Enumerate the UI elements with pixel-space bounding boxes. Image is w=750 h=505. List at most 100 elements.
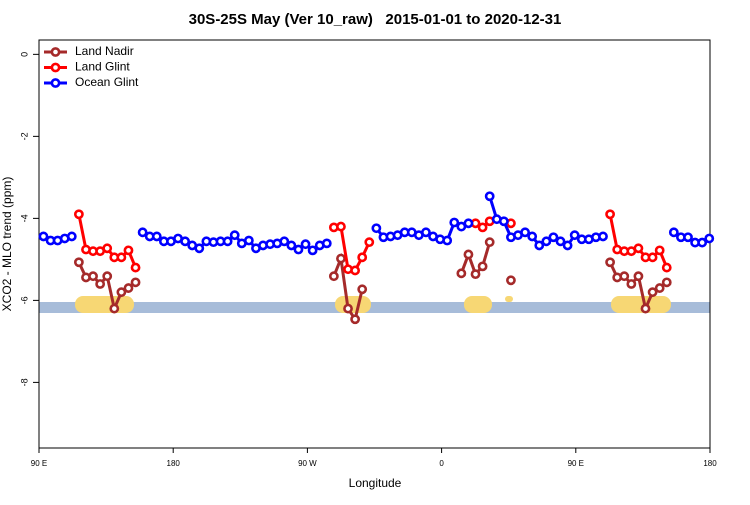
legend-marker — [50, 47, 61, 57]
x-tick-label: 180 — [703, 459, 717, 468]
point — [449, 217, 460, 228]
land-band — [335, 296, 371, 313]
point — [442, 235, 453, 246]
point — [300, 239, 311, 250]
point — [307, 245, 318, 256]
point — [569, 230, 580, 241]
point — [541, 236, 552, 247]
point — [350, 265, 361, 276]
point — [243, 235, 254, 246]
y-tick-label: -8 — [19, 378, 29, 386]
x-tick-label: 0 — [439, 459, 444, 468]
point — [654, 283, 665, 293]
point — [470, 269, 481, 280]
point — [293, 244, 304, 255]
legend-label: Ocean Glint — [75, 75, 139, 89]
point — [548, 232, 559, 243]
y-axis-label: XCO2 - MLO trend (ppm) — [0, 177, 14, 312]
point — [343, 303, 353, 314]
point — [619, 271, 630, 282]
point — [102, 243, 113, 254]
x-tick-label: 90 E — [31, 459, 47, 468]
point — [73, 257, 84, 268]
point — [137, 227, 148, 238]
point — [661, 262, 672, 273]
point — [647, 287, 658, 298]
point — [123, 245, 134, 256]
point — [640, 303, 651, 314]
x-axis-label: Longitude — [349, 476, 402, 490]
y-tick-label: -6 — [19, 296, 29, 304]
point — [130, 262, 141, 273]
y-tick-label: -2 — [19, 132, 29, 140]
point — [562, 240, 573, 251]
point — [38, 231, 49, 242]
point — [421, 227, 431, 238]
plot-frame — [38, 39, 711, 449]
x-tick-label: 180 — [167, 459, 181, 468]
land-band — [505, 296, 513, 302]
point — [130, 277, 141, 288]
surface-band — [39, 302, 710, 313]
point — [633, 271, 644, 282]
point — [697, 237, 708, 248]
point — [102, 271, 113, 282]
legend-marker — [50, 62, 61, 73]
point — [328, 271, 339, 282]
land-band — [75, 296, 134, 313]
point — [350, 314, 361, 325]
point — [463, 249, 474, 260]
point — [534, 240, 545, 251]
point — [647, 252, 658, 263]
point — [95, 279, 106, 289]
land-band — [464, 296, 492, 313]
x-tick-label: 90 E — [568, 459, 584, 468]
x-tick-label: 90 W — [298, 459, 317, 468]
point — [605, 209, 615, 220]
point — [661, 277, 672, 288]
chart-title: 30S-25S May (Ver 10_raw) 2015-01-01 to 2… — [189, 11, 562, 28]
point — [180, 236, 191, 247]
point — [321, 238, 332, 249]
point — [194, 243, 205, 254]
point — [484, 237, 495, 248]
point — [498, 216, 509, 227]
point — [222, 236, 233, 247]
point — [555, 236, 566, 247]
point — [371, 223, 382, 234]
point — [109, 303, 120, 314]
point — [357, 284, 368, 295]
point — [364, 237, 375, 248]
point — [605, 257, 615, 268]
y-tick-label: -4 — [19, 214, 29, 222]
point — [456, 268, 467, 279]
point — [123, 283, 134, 293]
point — [477, 222, 488, 233]
point — [506, 275, 516, 286]
point — [279, 236, 290, 247]
y-tick-label: 0 — [19, 52, 29, 57]
point — [463, 218, 474, 229]
point — [286, 240, 297, 251]
legend-marker — [50, 78, 61, 88]
point — [626, 279, 637, 289]
point — [527, 231, 538, 242]
point — [116, 287, 127, 298]
point — [668, 227, 679, 238]
point — [598, 231, 608, 242]
point — [73, 209, 84, 220]
point — [229, 230, 240, 241]
point — [484, 191, 495, 202]
point — [336, 253, 346, 264]
point — [151, 231, 162, 242]
point — [357, 252, 368, 263]
point — [704, 233, 715, 244]
point — [683, 232, 693, 243]
point — [336, 221, 346, 232]
point — [477, 261, 488, 272]
land-band — [611, 296, 671, 313]
legend-label: Land Glint — [75, 60, 130, 74]
point — [88, 271, 98, 282]
point — [520, 227, 531, 238]
